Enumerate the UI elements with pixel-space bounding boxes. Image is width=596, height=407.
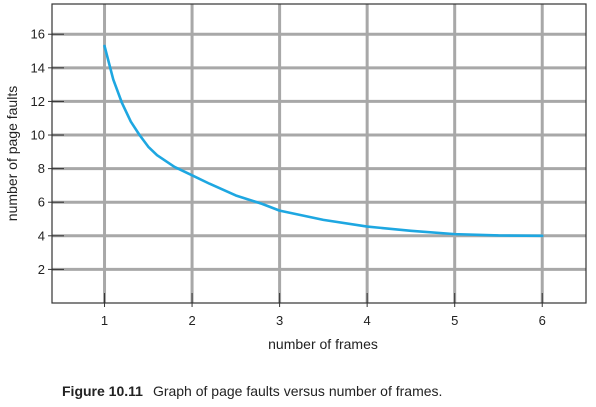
grid xyxy=(52,4,586,303)
figure-caption: Figure 10.11 Graph of page faults versus … xyxy=(62,383,596,399)
y-tick-label: 4 xyxy=(38,228,45,243)
x-tick-label: 3 xyxy=(276,313,283,328)
y-tick-label: 14 xyxy=(31,60,45,75)
y-tick-label: 2 xyxy=(38,262,45,277)
x-tick-label: 2 xyxy=(188,313,195,328)
series-line xyxy=(103,44,544,238)
x-tick-label: 6 xyxy=(539,313,546,328)
x-tick-label: 5 xyxy=(451,313,458,328)
y-axis-title: number of page faults xyxy=(4,86,20,221)
y-tick-label: 12 xyxy=(31,94,45,109)
x-tick-label: 4 xyxy=(364,313,371,328)
caption-text: Graph of page faults versus number of fr… xyxy=(152,383,443,399)
plot-frame xyxy=(51,3,587,304)
y-tick-label: 10 xyxy=(31,128,45,143)
x-tick-label: 1 xyxy=(101,313,108,328)
y-tick-label: 6 xyxy=(38,195,45,210)
series-layer xyxy=(103,44,544,238)
y-tick-label: 8 xyxy=(38,161,45,176)
caption-label: Figure 10.11 xyxy=(62,383,143,399)
x-axis-title: number of frames xyxy=(268,336,378,352)
y-tick-label: 16 xyxy=(31,27,45,42)
